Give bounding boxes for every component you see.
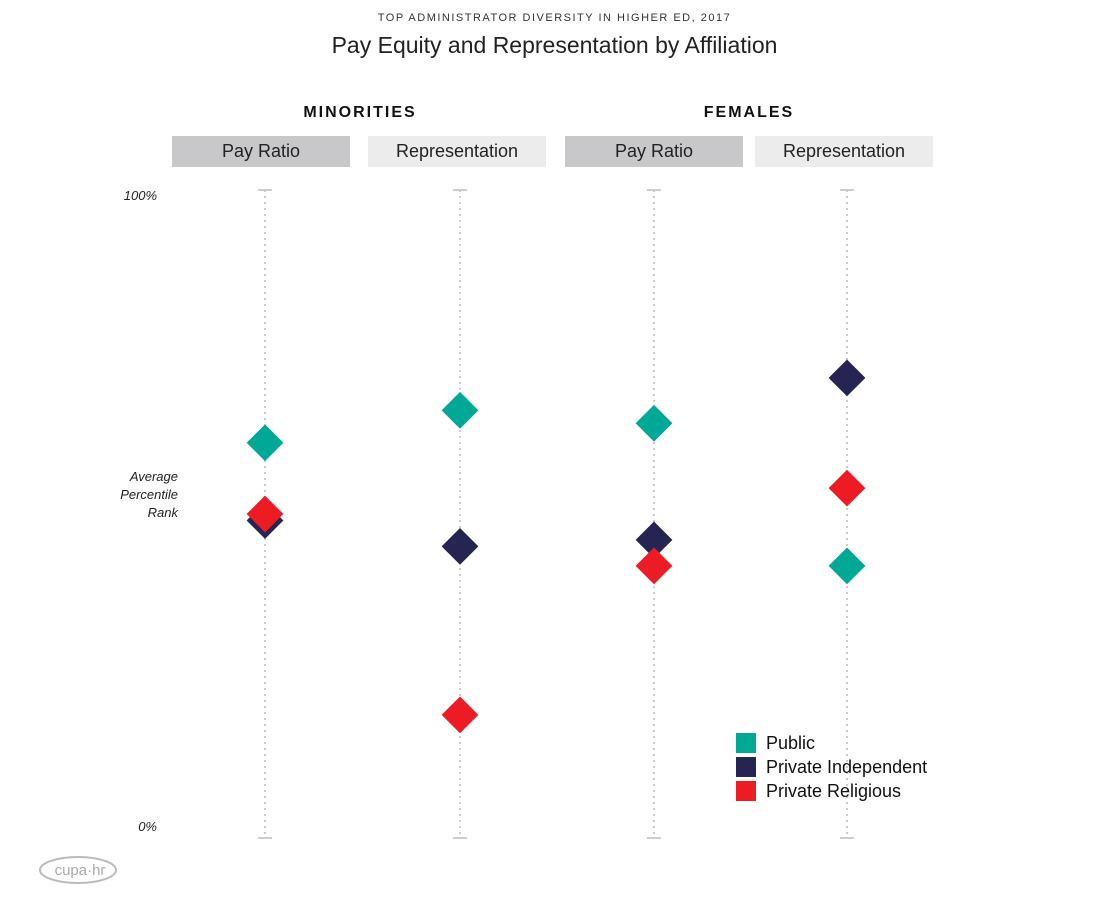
- column-header-minorities-rep: Representation: [368, 136, 546, 167]
- y-tick-100: 100%: [123, 188, 157, 203]
- legend-swatch: [736, 781, 756, 801]
- point-public: [635, 404, 673, 442]
- column-header-females-rep: Representation: [755, 136, 933, 167]
- chart-title: Pay Equity and Representation by Affilia…: [331, 32, 778, 58]
- legend-swatch: [736, 733, 756, 753]
- point-private-independent: [635, 521, 673, 559]
- point-private-religious: [828, 469, 866, 507]
- legend-item-private-religious: Private Religious: [736, 779, 927, 803]
- legend-swatch: [736, 757, 756, 777]
- point-private-independent: [828, 359, 866, 397]
- chart-supertitle: TOP ADMINISTRATOR DIVERSITY IN HIGHER ED…: [377, 12, 732, 24]
- column-header-minorities-pay: Pay Ratio: [172, 136, 350, 167]
- legend-item-private-independent: Private Independent: [736, 755, 927, 779]
- cupa-hr-logo: cupa·hr: [39, 856, 117, 884]
- svg-text:cupa·hr: cupa·hr: [55, 862, 106, 879]
- point-private-religious: [441, 696, 479, 734]
- legend: Public Private Independent Private Relig…: [736, 731, 927, 803]
- group-label-females: FEMALES: [703, 104, 795, 121]
- point-private-independent: [441, 528, 479, 565]
- point-public: [828, 547, 866, 585]
- column-header-females-pay: Pay Ratio: [565, 136, 743, 167]
- y-tick-0: 0%: [138, 819, 157, 834]
- point-public: [246, 424, 284, 462]
- point-private-religious: [246, 495, 284, 533]
- point-private-religious: [635, 547, 673, 585]
- y-axis-label: Average Percentile Rank: [120, 469, 178, 520]
- group-label-minorities: MINORITIES: [303, 104, 417, 121]
- legend-item-public: Public: [736, 731, 927, 755]
- point-public: [441, 391, 479, 429]
